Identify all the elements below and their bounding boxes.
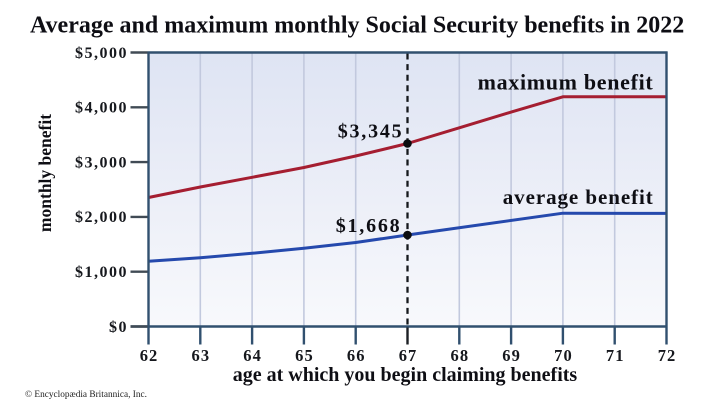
svg-text:age at which you begin claimin: age at which you begin claiming benefits	[233, 364, 578, 386]
svg-text:$2,000: $2,000	[75, 209, 128, 226]
svg-text:monthly benefit: monthly benefit	[35, 114, 55, 232]
svg-text:62: 62	[140, 346, 159, 365]
svg-text:65: 65	[295, 346, 314, 365]
svg-text:average benefit: average benefit	[503, 185, 654, 209]
svg-text:72: 72	[658, 346, 677, 365]
svg-text:$1,668: $1,668	[336, 215, 402, 237]
svg-text:maximum benefit: maximum benefit	[478, 70, 654, 95]
svg-text:67: 67	[399, 346, 418, 365]
svg-text:Average and maximum monthly So: Average and maximum monthly Social Secur…	[30, 13, 684, 39]
svg-text:68: 68	[450, 346, 469, 365]
svg-text:$0: $0	[109, 319, 128, 336]
svg-text:$4,000: $4,000	[75, 100, 128, 117]
svg-text:63: 63	[191, 346, 210, 365]
svg-text:71: 71	[606, 346, 625, 365]
svg-text:64: 64	[243, 346, 262, 365]
svg-text:$3,345: $3,345	[338, 121, 404, 143]
svg-text:© Encyclopædia Britannica, Inc: © Encyclopædia Britannica, Inc.	[25, 389, 147, 400]
svg-text:69: 69	[502, 346, 521, 365]
svg-text:$5,000: $5,000	[75, 45, 128, 62]
svg-text:$3,000: $3,000	[75, 154, 128, 171]
svg-text:70: 70	[554, 346, 573, 365]
svg-text:66: 66	[347, 346, 366, 365]
svg-text:$1,000: $1,000	[75, 264, 128, 281]
